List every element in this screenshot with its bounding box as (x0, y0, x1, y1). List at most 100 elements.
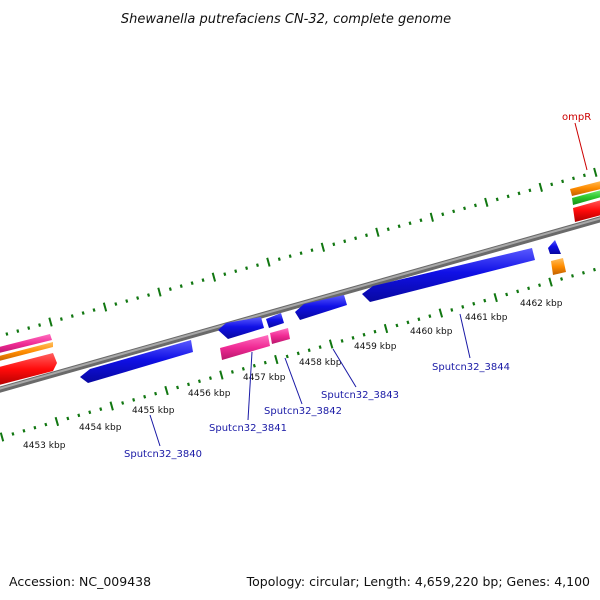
tick-mark (408, 221, 412, 226)
tick-mark (582, 173, 586, 178)
tick-mark (66, 416, 70, 421)
tick-mark (219, 370, 224, 380)
kbp-label: 4453 kbp (23, 441, 66, 451)
topology-text: Topology: circular; Length: 4,659,220 bp… (246, 574, 590, 589)
kbp-label: 4460 kbp (410, 327, 453, 337)
top-tick-row (5, 167, 598, 336)
gene-label-sputcn32-3842[interactable]: Sputcn32_3842 (264, 406, 342, 417)
tick-mark (395, 323, 399, 328)
gene-labels: Sputcn32_3840 Sputcn32_3841 Sputcn32_384… (124, 112, 591, 460)
tick-mark (571, 274, 574, 278)
tick-mark (483, 298, 487, 303)
feature-red-left[interactable] (0, 353, 57, 386)
tick-mark (538, 283, 542, 288)
tick-mark (27, 326, 31, 330)
tick-mark (528, 188, 532, 193)
tick-mark (245, 266, 249, 270)
cds-block-a[interactable] (218, 317, 264, 339)
tick-mark (406, 320, 410, 325)
kbp-label: 4456 kbp (188, 389, 231, 399)
tick-mark (593, 167, 598, 177)
tick-mark (285, 354, 289, 359)
tick-mark (121, 401, 125, 405)
tick-mark (592, 267, 596, 272)
tick-mark (351, 335, 355, 340)
feature-pink-a[interactable] (220, 335, 270, 360)
kbp-label: 4455 kbp (132, 406, 175, 416)
tick-mark (77, 413, 81, 418)
tick-mark (16, 329, 20, 333)
tick-mark (197, 379, 201, 384)
gene-label-ompr[interactable]: ompR (562, 112, 591, 123)
cds-block-b[interactable] (266, 313, 284, 328)
tick-mark (81, 311, 85, 315)
feature-orange-right[interactable] (570, 180, 600, 196)
tick-mark (516, 289, 520, 294)
feature-pink-b[interactable] (270, 328, 290, 344)
tick-mark (461, 304, 465, 309)
tick-mark (38, 323, 42, 327)
tick-mark (572, 176, 575, 181)
tick-mark (234, 269, 238, 273)
tick-mark (438, 308, 444, 318)
feature-red-right[interactable] (573, 199, 600, 222)
tick-mark (373, 329, 377, 334)
gene-label-sputcn32-3841[interactable]: Sputcn32_3841 (209, 423, 287, 434)
tick-mark (560, 277, 564, 281)
tick-mark (397, 224, 401, 229)
cds-sputcn32-3844[interactable] (362, 248, 535, 302)
tick-mark (318, 345, 322, 350)
tick-mark (136, 296, 140, 300)
feature-orange-small[interactable] (551, 258, 566, 275)
tick-mark (288, 254, 292, 258)
tick-mark (506, 194, 510, 199)
tick-mark (48, 317, 53, 327)
kbp-label: 4462 kbp (520, 299, 563, 309)
tick-mark (419, 218, 423, 223)
feature-pink-left[interactable] (0, 334, 52, 354)
cds-small-right[interactable] (548, 240, 561, 254)
feature-orange-left[interactable] (0, 342, 53, 362)
cds-group-lower (80, 240, 561, 383)
right-feature-group (570, 180, 600, 222)
gene-label-sputcn32-3843[interactable]: Sputcn32_3843 (321, 390, 399, 401)
tick-mark (230, 370, 234, 374)
kbp-labels: 4453 kbp 4454 kbp 4455 kbp 4456 kbp 4457… (23, 299, 563, 451)
tick-mark (187, 382, 190, 387)
tick-mark (463, 206, 467, 211)
tick-mark (417, 317, 421, 322)
cds-sputcn32-3840[interactable] (80, 340, 193, 383)
tick-mark (307, 348, 311, 353)
tick-mark (495, 197, 499, 202)
tick-mark (88, 410, 92, 415)
tick-mark (164, 385, 169, 396)
tick-mark (340, 339, 344, 343)
gene-label-sputcn32-3840[interactable]: Sputcn32_3840 (124, 449, 202, 460)
tick-mark (132, 397, 136, 402)
kbp-label: 4458 kbp (299, 358, 342, 368)
tick-mark (328, 339, 334, 349)
kbp-label: 4454 kbp (79, 423, 122, 433)
tick-mark (527, 286, 531, 291)
tick-mark (517, 191, 521, 196)
tick-mark (505, 292, 509, 297)
tick-mark (168, 287, 172, 292)
tick-mark (450, 308, 454, 312)
genome-backbone (0, 216, 600, 393)
tick-mark (320, 242, 326, 252)
tick-mark (92, 308, 96, 312)
tick-mark (266, 257, 271, 267)
tick-mark (493, 293, 498, 303)
gene-label-sputcn32-3844[interactable]: Sputcn32_3844 (432, 362, 510, 373)
tick-mark (386, 227, 390, 232)
tick-mark (211, 272, 217, 282)
tick-mark (11, 432, 15, 436)
feature-green-right[interactable] (572, 189, 600, 205)
tick-mark (473, 203, 477, 208)
cds-block-c[interactable] (295, 295, 347, 320)
tick-mark (190, 281, 194, 286)
tick-mark (256, 263, 259, 267)
tick-mark (143, 394, 147, 399)
tick-mark (299, 251, 303, 255)
tick-mark (277, 257, 281, 261)
